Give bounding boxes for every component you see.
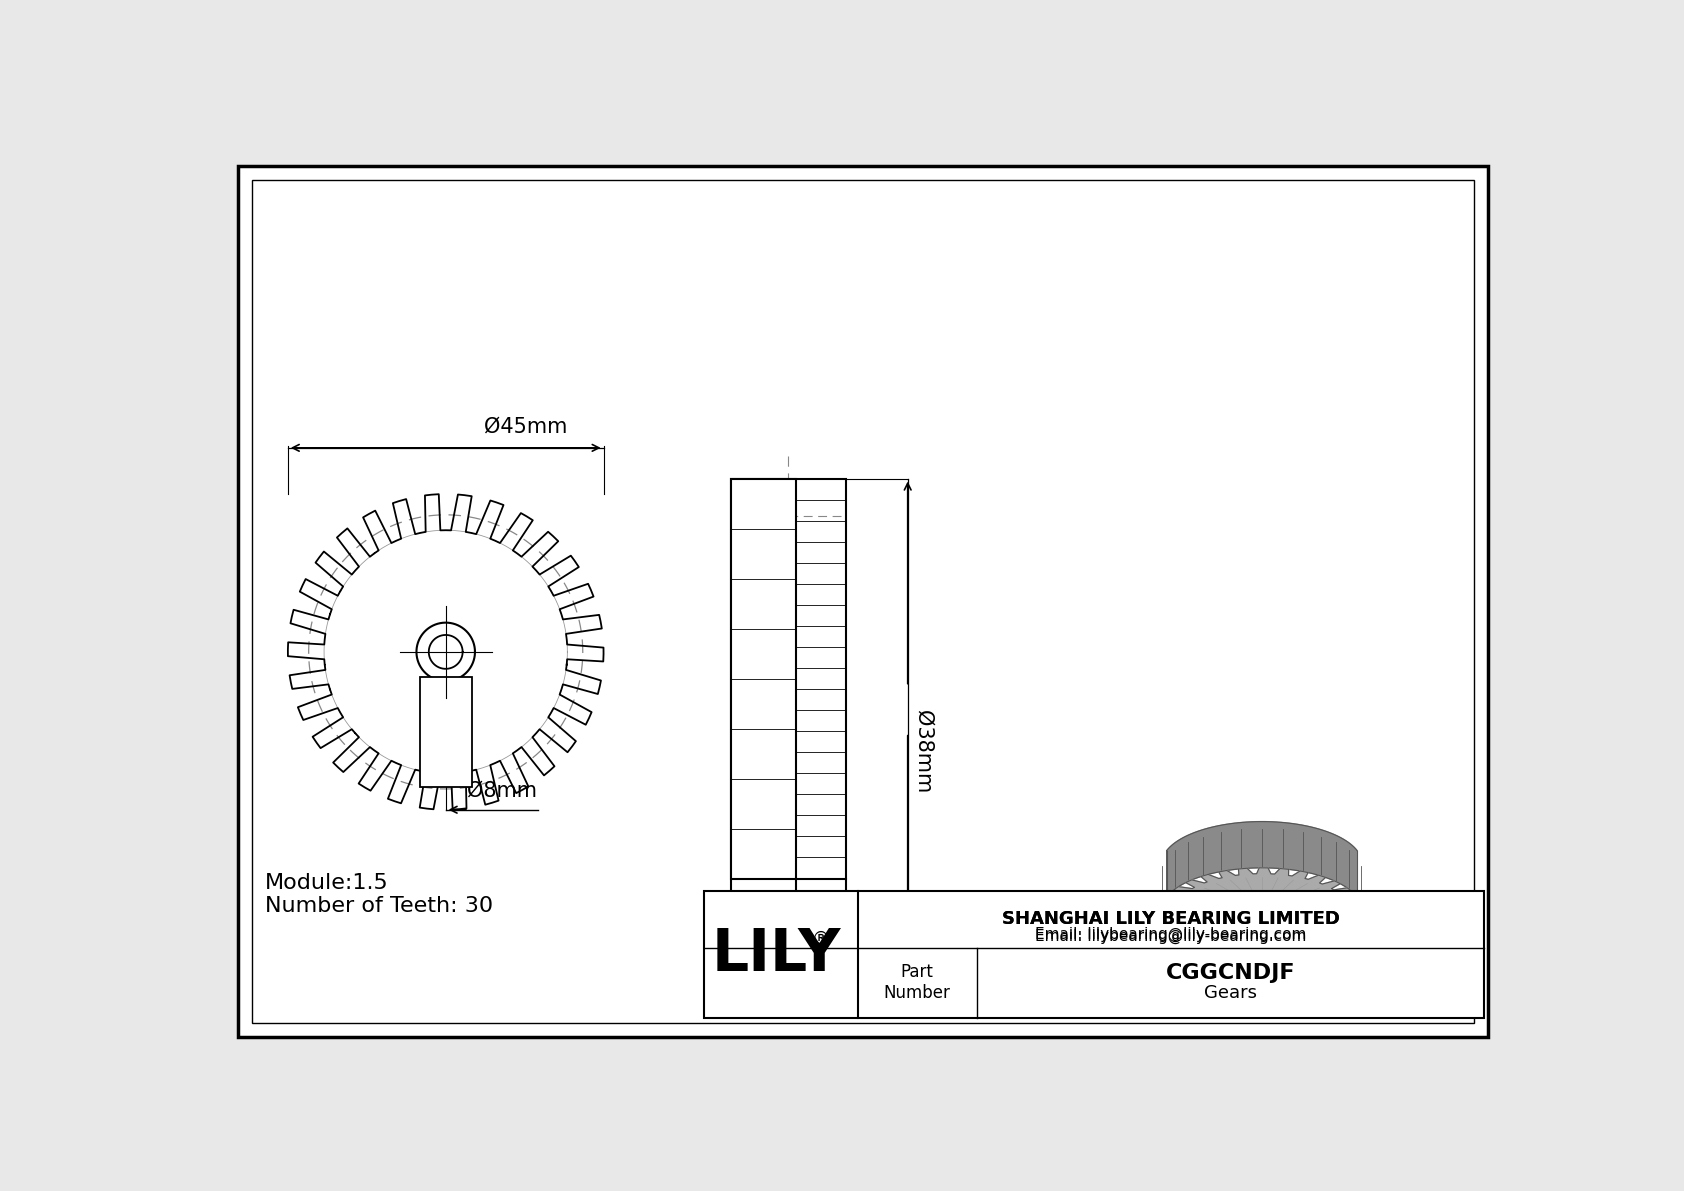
- Bar: [704, 891, 1484, 1017]
- Text: CGGCNDJF: CGGCNDJF: [1165, 964, 1295, 984]
- Text: Ø8mm: Ø8mm: [466, 780, 537, 800]
- Polygon shape: [1162, 868, 1362, 952]
- Polygon shape: [1167, 822, 1357, 897]
- Text: ®: ®: [812, 930, 830, 948]
- Text: Email: lilybearing@lily-bearing.com: Email: lilybearing@lily-bearing.com: [1036, 929, 1307, 943]
- Text: 15mm: 15mm: [733, 929, 795, 948]
- Text: Module:1.5: Module:1.5: [264, 873, 389, 893]
- Text: Ø38mm: Ø38mm: [913, 710, 933, 793]
- Text: SHANGHAI LILY BEARING LIMITED: SHANGHAI LILY BEARING LIMITED: [1002, 910, 1340, 928]
- Text: SHANGHAI LILY BEARING LIMITED: SHANGHAI LILY BEARING LIMITED: [1002, 910, 1340, 928]
- Bar: [731, 479, 797, 879]
- Ellipse shape: [1253, 906, 1271, 913]
- Text: Number of Teeth: 30: Number of Teeth: 30: [264, 896, 493, 916]
- Text: Ø45mm: Ø45mm: [485, 417, 568, 436]
- Text: 25mm: 25mm: [754, 948, 822, 968]
- Text: LILY: LILY: [712, 925, 842, 983]
- Text: Email: lilybearing@lily-bearing.com: Email: lilybearing@lily-bearing.com: [1036, 927, 1307, 942]
- Text: Part
Number: Part Number: [884, 964, 950, 1002]
- Bar: [419, 678, 472, 786]
- Text: Gears: Gears: [1204, 985, 1258, 1003]
- Bar: [731, 479, 845, 941]
